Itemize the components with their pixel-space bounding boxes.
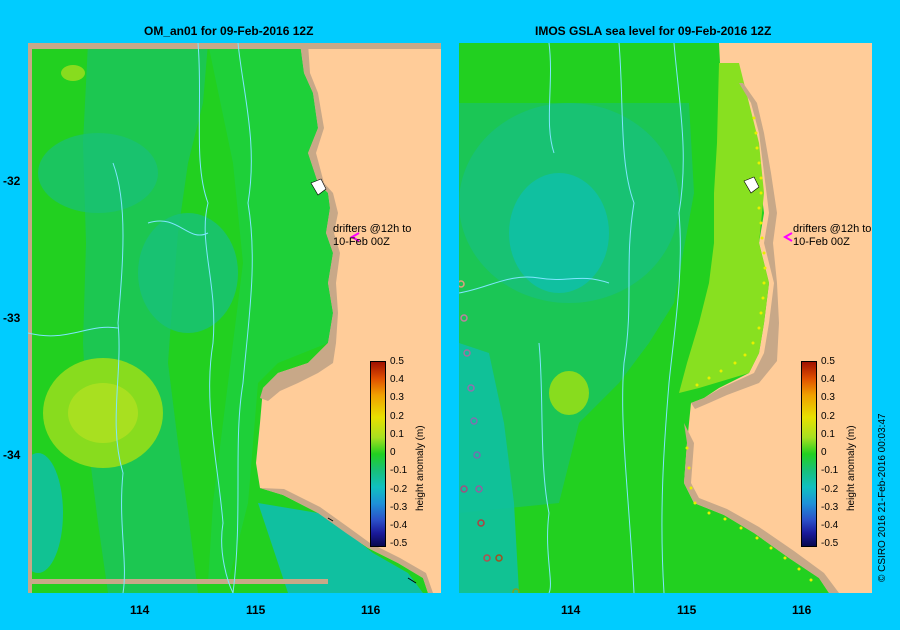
- colorbar-gradient: [371, 362, 385, 546]
- colorbar-tick: -0.5: [390, 538, 408, 549]
- colorbar-tick: 0.3: [390, 392, 404, 403]
- colorbar: [801, 361, 817, 547]
- drifter-annotation-line2: 10-Feb 00Z: [333, 236, 390, 248]
- x-tick-label: 114: [561, 603, 581, 617]
- colorbar-tick: -0.4: [821, 520, 839, 531]
- colorbar-label: height anomaly (m): [415, 425, 426, 511]
- colorbar-tick: -0.4: [390, 520, 408, 531]
- right-map-svg: [459, 43, 839, 593]
- right-map-panel: drifters @12h to 10-Feb 00Z 0.5 0.4 0.3 …: [459, 43, 872, 593]
- colorbar-tick: -0.3: [821, 502, 839, 513]
- drifter-annotation-line1: drifters @12h to: [793, 223, 872, 235]
- colorbar-tick: -0.3: [390, 502, 408, 513]
- x-tick-label: 115: [677, 603, 697, 617]
- y-tick-label: -34: [3, 448, 21, 462]
- colorbar-tick: -0.2: [821, 484, 839, 495]
- colorbar: [370, 361, 386, 547]
- y-tick-label: -33: [3, 311, 21, 325]
- drifter-annotation: drifters @12h to 10-Feb 00Z: [793, 223, 871, 249]
- colorbar-tick: 0.4: [821, 374, 835, 385]
- x-tick-label: 116: [361, 603, 381, 617]
- colorbar-tick: 0.1: [390, 429, 404, 440]
- colorbar-gradient: [802, 362, 816, 546]
- colorbar-tick: -0.1: [821, 465, 839, 476]
- drifter-annotation-line1: drifters @12h to: [333, 223, 412, 235]
- drifter-arrow-icon: [782, 232, 793, 242]
- credit-text: © CSIRO 2016 21-Feb-2016 00:03:47: [877, 413, 888, 582]
- drifter-annotation-line2: 10-Feb 00Z: [793, 236, 850, 248]
- colorbar-tick: 0: [821, 447, 827, 458]
- left-map-title: OM_an01 for 09-Feb-2016 12Z: [144, 24, 314, 38]
- colorbar-tick: 0: [390, 447, 396, 458]
- colorbar-tick: 0.2: [821, 411, 835, 422]
- left-map-svg: [28, 43, 441, 593]
- colorbar-tick: -0.5: [821, 538, 839, 549]
- drifter-annotation: drifters @12h to 10-Feb 00Z: [333, 223, 411, 249]
- x-tick-label: 114: [130, 603, 150, 617]
- colorbar-tick: -0.1: [390, 465, 408, 476]
- drifter-arrow-icon: [349, 232, 360, 242]
- x-tick-label: 115: [246, 603, 266, 617]
- colorbar-label: height anomaly (m): [846, 425, 857, 511]
- colorbar-tick: -0.2: [390, 484, 408, 495]
- colorbar-tick: 0.4: [390, 374, 404, 385]
- x-tick-label: 116: [792, 603, 812, 617]
- left-map-panel: drifters @12h to 10-Feb 00Z 0.5 0.4 0.3 …: [28, 43, 441, 593]
- right-map-title: IMOS GSLA sea level for 09-Feb-2016 12Z: [535, 24, 772, 38]
- colorbar-tick: 0.2: [390, 411, 404, 422]
- colorbar-tick: 0.3: [821, 392, 835, 403]
- colorbar-tick: 0.1: [821, 429, 835, 440]
- y-tick-label: -32: [3, 174, 21, 188]
- colorbar-tick: 0.5: [390, 356, 404, 367]
- colorbar-tick: 0.5: [821, 356, 835, 367]
